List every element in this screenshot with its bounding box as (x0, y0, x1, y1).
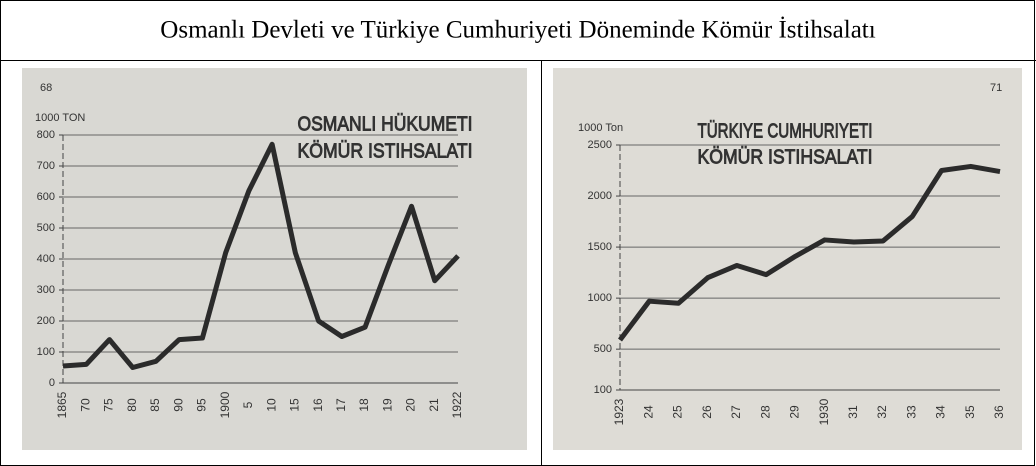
chart-title: OSMANLI HÜKUMETI (298, 113, 473, 135)
x-tick-label: 21 (427, 398, 441, 412)
x-tick-label: 17 (334, 398, 348, 412)
x-tick-label: 20 (404, 398, 418, 412)
x-tick-label: 25 (671, 405, 685, 419)
x-tick-label: 18 (357, 398, 371, 412)
page-number: 71 (990, 82, 1002, 94)
x-tick-label: 95 (195, 398, 209, 412)
chart-title: KÖMÜR ISTIHSALATI (298, 140, 473, 162)
y-tick-label: 500 (37, 222, 55, 234)
x-tick-label: 70 (78, 398, 92, 412)
x-tick-label: 27 (729, 405, 743, 419)
chart-title: TÜRKIYE CUMHURIYETI (698, 120, 873, 142)
y-tick-label: 1000 (588, 292, 612, 304)
x-tick-label: 35 (963, 405, 977, 419)
x-tick-label: 24 (641, 405, 655, 419)
x-tick-label: 75 (102, 398, 116, 412)
y-tick-label: 1500 (588, 241, 612, 253)
y-tick-label: 2500 (588, 139, 612, 151)
y-tick-label: 300 (37, 284, 55, 296)
x-tick-label: 28 (758, 405, 772, 419)
x-tick-label: 90 (171, 398, 185, 412)
x-tick-label: 15 (288, 398, 302, 412)
y-tick-label: 400 (37, 253, 55, 265)
x-tick-label: 1865 (55, 391, 69, 418)
y-tick-label: 100 (594, 384, 612, 396)
page-number: 68 (40, 82, 52, 94)
x-tick-label: 85 (148, 398, 162, 412)
y-tick-label: 600 (37, 191, 55, 203)
y-tick-label: 800 (37, 129, 55, 141)
y-axis-label: 1000 TON (35, 112, 85, 124)
x-tick-label: 34 (934, 405, 948, 419)
y-tick-label: 0 (49, 377, 55, 389)
x-tick-label: 1900 (218, 391, 232, 418)
x-tick-label: 32 (875, 405, 889, 419)
x-tick-label: 26 (700, 405, 714, 419)
x-tick-label: 29 (788, 405, 802, 419)
x-tick-label: 1923 (612, 398, 626, 425)
x-tick-label: 1922 (450, 391, 464, 418)
y-axis-label: 1000 Ton (578, 122, 623, 134)
x-tick-label: 16 (311, 398, 325, 412)
page-title: Osmanlı Devleti ve Türkiye Cumhuriyeti D… (160, 17, 875, 44)
y-tick-label: 100 (37, 346, 55, 358)
page: Osmanlı Devleti ve Türkiye Cumhuriyeti D… (0, 0, 1036, 466)
x-tick-label: 19 (380, 398, 394, 412)
y-tick-label: 500 (594, 343, 612, 355)
y-tick-label: 200 (37, 315, 55, 327)
x-tick-label: 31 (846, 405, 860, 419)
y-tick-label: 700 (37, 160, 55, 172)
x-tick-label: 36 (992, 405, 1006, 419)
y-tick-label: 2000 (588, 190, 612, 202)
x-tick-label: 1930 (817, 398, 831, 425)
x-tick-label: 10 (264, 398, 278, 412)
x-tick-label: 33 (904, 405, 918, 419)
x-tick-label: 80 (125, 398, 139, 412)
x-tick-label: 5 (241, 401, 255, 408)
chart-title: KÖMÜR ISTIHSALATI (698, 146, 873, 168)
